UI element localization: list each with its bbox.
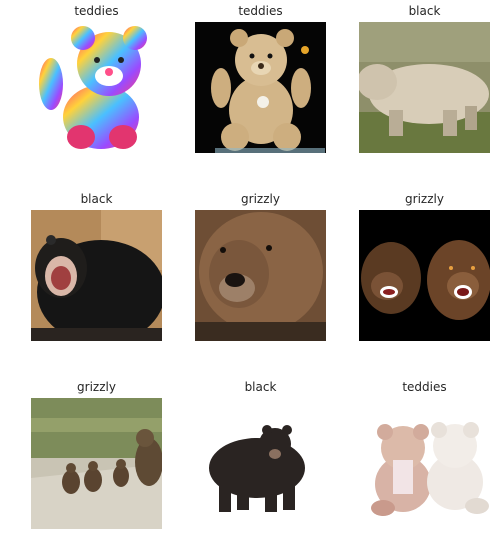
image-label: black <box>80 192 113 206</box>
image-thumbnail <box>195 398 326 529</box>
image-thumbnail <box>195 22 326 153</box>
image-label: black <box>244 380 277 394</box>
image-label: teddies <box>74 4 119 18</box>
two-grizzlies-image <box>359 210 490 341</box>
image-thumbnail <box>31 398 162 529</box>
two-teddies-image <box>359 398 490 529</box>
image-thumbnail <box>359 210 490 341</box>
pale-bear-image <box>359 22 490 153</box>
image-thumbnail <box>31 210 162 341</box>
image-label: black <box>408 4 441 18</box>
image-label: teddies <box>402 380 447 394</box>
image-label: grizzly <box>405 192 444 206</box>
image-label: teddies <box>238 4 283 18</box>
rainbow-teddy-image <box>31 22 162 153</box>
image-thumbnail <box>359 398 490 529</box>
image-thumbnail <box>31 22 162 153</box>
grizzly-face-image <box>195 210 326 341</box>
image-thumbnail <box>359 22 490 153</box>
image-label: grizzly <box>241 192 280 206</box>
image-thumbnail <box>195 210 326 341</box>
grizzly-cubs-image <box>31 398 162 529</box>
tan-teddy-image <box>195 22 326 153</box>
image-label: grizzly <box>77 380 116 394</box>
black-bear-roaring-image <box>31 210 162 341</box>
black-bear-standing-image <box>195 398 326 529</box>
